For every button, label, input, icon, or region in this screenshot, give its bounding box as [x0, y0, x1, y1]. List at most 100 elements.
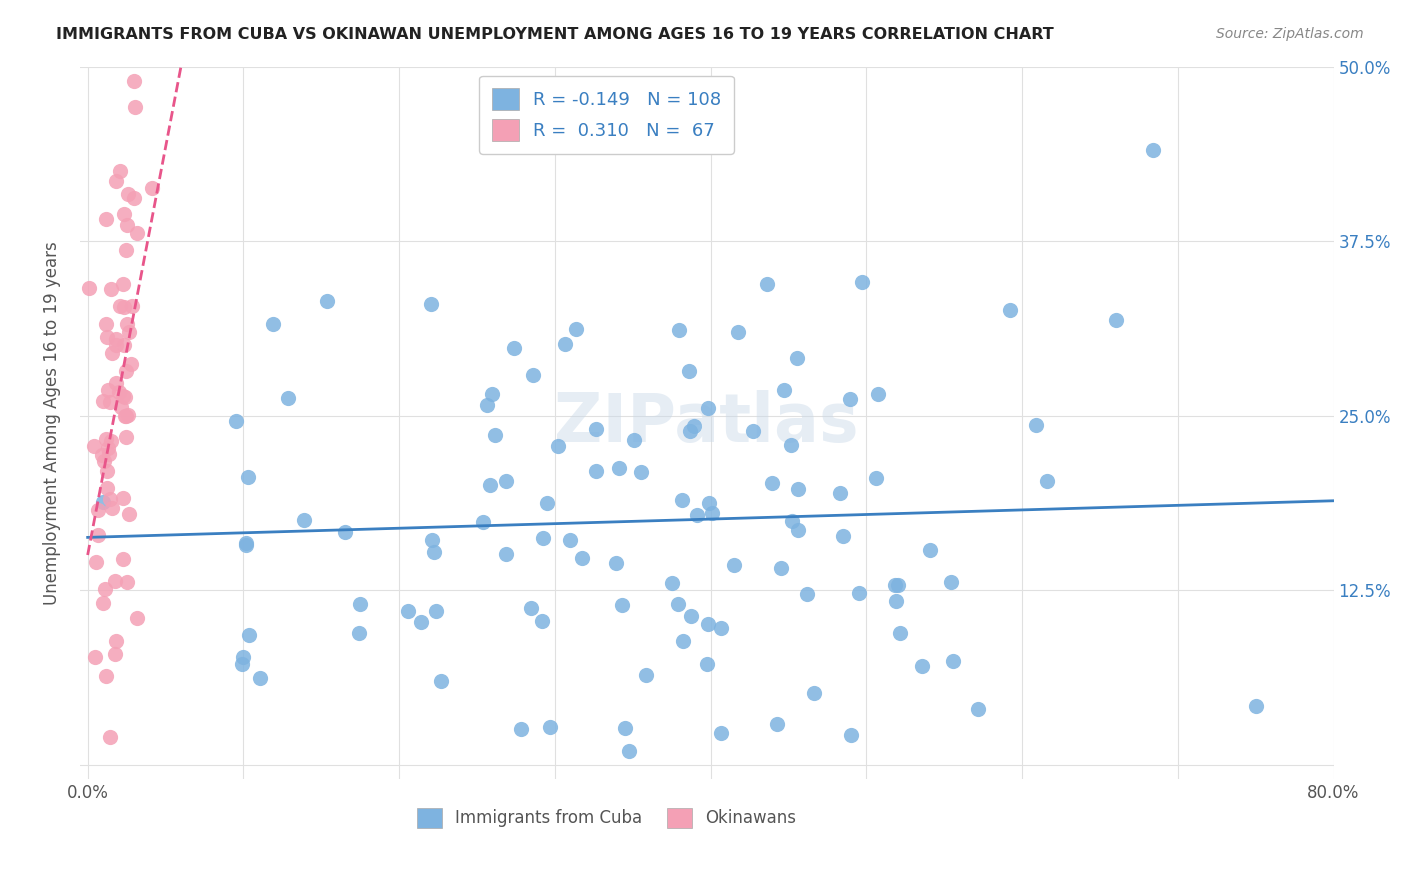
Point: [607, 461, 630, 475]
Point: [122, 191, 145, 205]
Point: [315, 294, 337, 309]
Point: [111, 277, 134, 292]
Point: [420, 297, 443, 311]
Point: [939, 574, 962, 589]
Point: [558, 533, 581, 548]
Point: [127, 226, 149, 240]
Point: [115, 430, 138, 444]
Point: [661, 576, 683, 591]
Point: [111, 389, 134, 403]
Point: [100, 434, 122, 448]
Point: [547, 439, 569, 453]
Point: [613, 721, 636, 735]
Point: [564, 321, 586, 335]
Point: [232, 650, 254, 665]
Point: [479, 477, 502, 491]
Point: [636, 668, 658, 682]
Point: [710, 621, 733, 635]
Point: [832, 529, 855, 543]
Point: [77, 281, 100, 295]
Point: [420, 533, 443, 547]
Point: [108, 299, 131, 313]
Point: [430, 674, 453, 689]
Point: [91, 448, 114, 462]
Point: [966, 702, 988, 716]
Point: [668, 322, 690, 336]
Point: [122, 73, 145, 87]
Point: [91, 394, 114, 409]
Point: [110, 401, 132, 415]
Point: [117, 409, 139, 423]
Point: [111, 491, 134, 506]
Point: [727, 325, 749, 339]
Point: [96, 481, 118, 495]
Point: [104, 332, 127, 346]
Point: [686, 508, 709, 522]
Point: [666, 597, 689, 611]
Point: [697, 401, 720, 415]
Point: [112, 300, 135, 314]
Point: [104, 574, 127, 588]
Point: [91, 495, 114, 509]
Point: [115, 218, 138, 232]
Point: [104, 376, 127, 390]
Point: [531, 531, 554, 545]
Point: [93, 454, 115, 468]
Point: [97, 447, 120, 461]
Point: [262, 317, 284, 331]
Point: [889, 626, 911, 640]
Point: [786, 351, 808, 365]
Point: [495, 547, 517, 561]
Point: [114, 244, 136, 258]
Point: [536, 495, 558, 509]
Point: [96, 669, 118, 683]
Point: [422, 545, 444, 559]
Point: [585, 464, 607, 478]
Point: [709, 725, 731, 739]
Point: [884, 577, 907, 591]
Point: [1025, 418, 1047, 433]
Point: [114, 409, 136, 424]
Point: [94, 317, 117, 331]
Point: [100, 282, 122, 296]
Point: [425, 604, 447, 618]
Point: [1244, 699, 1267, 714]
Point: [942, 655, 965, 669]
Point: [681, 609, 703, 624]
Point: [100, 394, 122, 409]
Point: [623, 433, 645, 447]
Point: [231, 657, 253, 672]
Point: [84, 649, 107, 664]
Point: [700, 506, 723, 520]
Point: [610, 598, 633, 612]
Point: [475, 398, 498, 412]
Legend: Immigrants from Cuba, Okinawans: Immigrants from Cuba, Okinawans: [409, 801, 803, 835]
Point: [112, 206, 135, 220]
Point: [347, 626, 370, 640]
Point: [865, 471, 887, 485]
Point: [765, 717, 787, 731]
Point: [121, 299, 143, 313]
Point: [520, 600, 543, 615]
Point: [481, 386, 503, 401]
Point: [108, 164, 131, 178]
Point: [117, 187, 139, 202]
Point: [672, 634, 695, 648]
Point: [112, 338, 135, 352]
Point: [630, 466, 652, 480]
Point: [333, 524, 356, 539]
Point: [94, 212, 117, 227]
Point: [98, 492, 121, 507]
Point: [396, 604, 419, 618]
Point: [678, 364, 700, 378]
Point: [94, 582, 117, 596]
Point: [605, 557, 627, 571]
Point: [125, 610, 148, 624]
Point: [868, 387, 890, 401]
Point: [696, 657, 718, 672]
Text: ZIPatlas: ZIPatlas: [554, 390, 859, 456]
Point: [851, 275, 873, 289]
Point: [292, 513, 315, 527]
Point: [839, 728, 862, 742]
Point: [111, 552, 134, 566]
